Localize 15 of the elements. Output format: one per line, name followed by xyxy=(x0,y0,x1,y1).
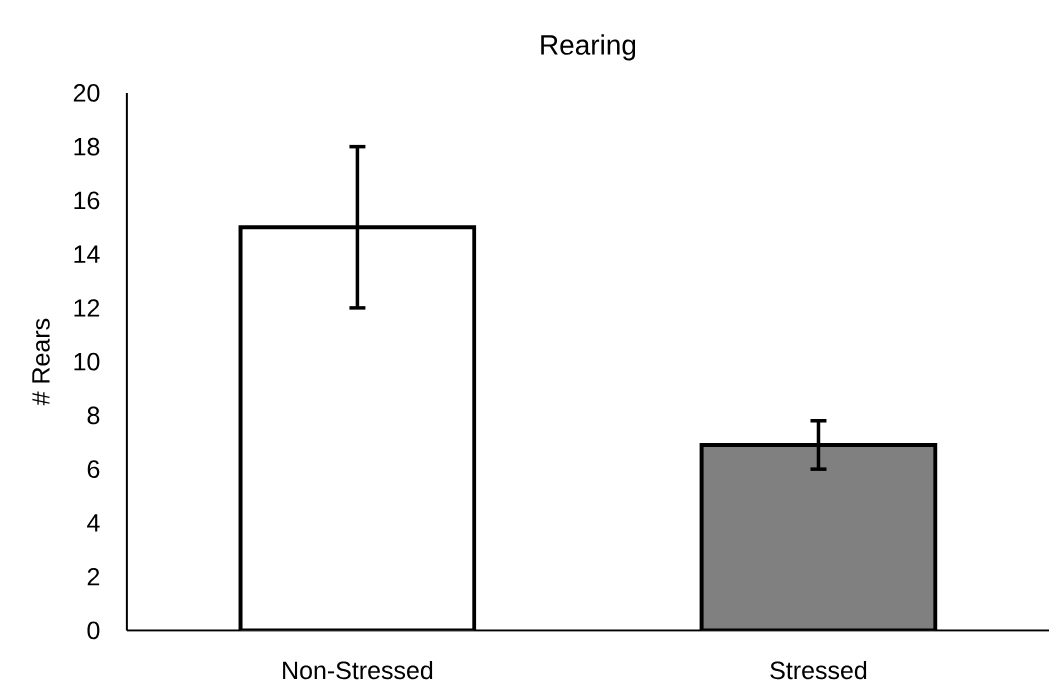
y-tick-label: 4 xyxy=(87,514,100,532)
y-tick-label: 12 xyxy=(74,299,100,317)
y-tick-label: 0 xyxy=(87,621,100,640)
y-tick-label: 6 xyxy=(87,460,100,478)
x-tick-label: Stressed xyxy=(770,660,867,680)
y-tick-label: 18 xyxy=(74,137,100,156)
y-tick-label: 20 xyxy=(73,83,100,102)
y-tick-label: 2 xyxy=(87,567,100,586)
chart-title: Rearing xyxy=(541,34,636,61)
y-tick-label: 10 xyxy=(74,352,100,371)
y-axis-title: # Rears xyxy=(32,318,50,406)
y-tick-label: 8 xyxy=(87,406,100,425)
y-tick-label: 14 xyxy=(74,245,100,263)
y-tick-label: 16 xyxy=(74,191,100,210)
x-tick-label: Non-Stressed xyxy=(283,660,433,680)
